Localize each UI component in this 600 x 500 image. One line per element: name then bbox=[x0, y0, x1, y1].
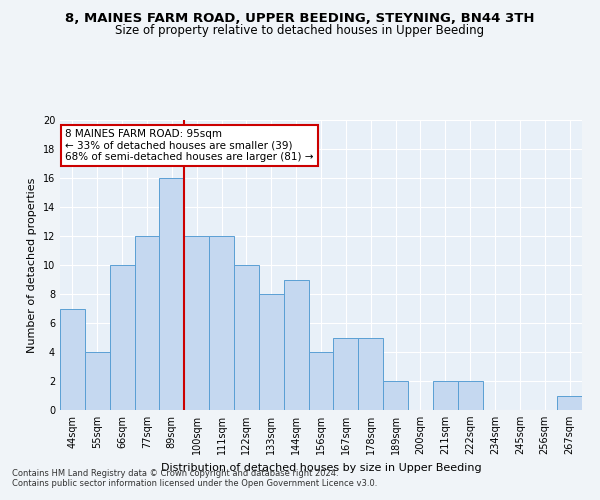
Text: Size of property relative to detached houses in Upper Beeding: Size of property relative to detached ho… bbox=[115, 24, 485, 37]
Bar bbox=[284, 280, 308, 410]
Text: Contains HM Land Registry data © Crown copyright and database right 2024.: Contains HM Land Registry data © Crown c… bbox=[12, 468, 338, 477]
Bar bbox=[334, 338, 358, 410]
Bar bbox=[110, 265, 134, 410]
Bar bbox=[60, 308, 85, 410]
Bar bbox=[458, 381, 482, 410]
Bar bbox=[85, 352, 110, 410]
Bar bbox=[557, 396, 582, 410]
Text: 8, MAINES FARM ROAD, UPPER BEEDING, STEYNING, BN44 3TH: 8, MAINES FARM ROAD, UPPER BEEDING, STEY… bbox=[65, 12, 535, 26]
Bar bbox=[308, 352, 334, 410]
Bar bbox=[160, 178, 184, 410]
Bar bbox=[134, 236, 160, 410]
Bar bbox=[433, 381, 458, 410]
Bar bbox=[259, 294, 284, 410]
Bar bbox=[358, 338, 383, 410]
Bar bbox=[234, 265, 259, 410]
Text: 8 MAINES FARM ROAD: 95sqm
← 33% of detached houses are smaller (39)
68% of semi-: 8 MAINES FARM ROAD: 95sqm ← 33% of detac… bbox=[65, 128, 314, 162]
Bar bbox=[184, 236, 209, 410]
Bar bbox=[209, 236, 234, 410]
Bar bbox=[383, 381, 408, 410]
Y-axis label: Number of detached properties: Number of detached properties bbox=[27, 178, 37, 352]
Text: Contains public sector information licensed under the Open Government Licence v3: Contains public sector information licen… bbox=[12, 478, 377, 488]
X-axis label: Distribution of detached houses by size in Upper Beeding: Distribution of detached houses by size … bbox=[161, 462, 481, 472]
